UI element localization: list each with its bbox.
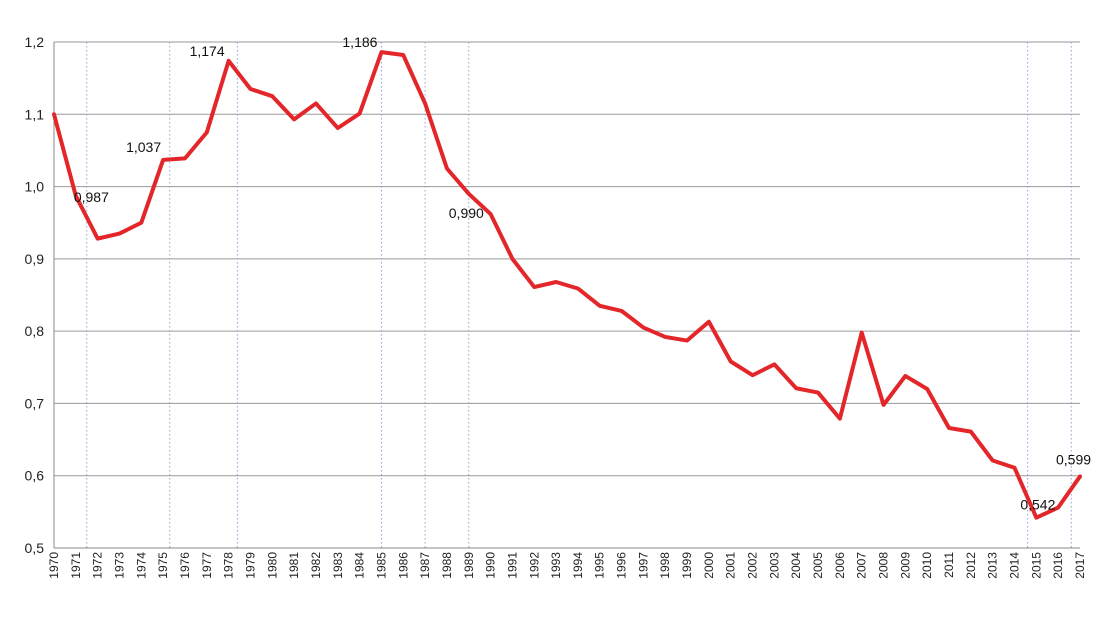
y-gridlines [54, 41, 1080, 477]
data-label: 0,990 [449, 205, 484, 221]
x-tick-label: 1985 [374, 552, 388, 579]
x-tick-label: 2016 [1051, 552, 1065, 579]
x-tick-label: 1994 [571, 552, 585, 579]
x-tick-label: 2008 [877, 552, 891, 579]
x-tick-label: 1990 [484, 552, 498, 579]
x-tick-label: 1984 [353, 552, 367, 579]
x-tick-label: 1981 [287, 552, 301, 579]
y-tick-label: 0,8 [25, 323, 45, 339]
x-tick-label: 1997 [636, 552, 650, 579]
x-tick-label: 1978 [222, 552, 236, 579]
x-tick-label: 2005 [811, 552, 825, 579]
y-axis-tick-labels: 0,5 0,6 0,7 0,8 0,9 1,0 1,1 1,2 [25, 34, 45, 556]
x-axis-tick-labels: 1970 1971 1972 1973 1974 1975 1976 1977 1978 1979… [47, 552, 1087, 579]
x-tick-label: 2009 [898, 552, 912, 579]
y-tick-label: 0,5 [25, 540, 45, 556]
x-tick-label: 1986 [396, 552, 410, 579]
x-tick-label: 1993 [549, 552, 563, 579]
x-tick-label: 1977 [200, 552, 214, 579]
y-tick-label: 1,2 [25, 34, 45, 50]
data-label: 1,186 [342, 34, 377, 50]
x-tick-label: 1988 [440, 552, 454, 579]
x-tick-label: 1974 [134, 552, 148, 579]
x-tick-label: 2006 [833, 552, 847, 579]
x-tick-label: 1999 [680, 552, 694, 579]
x-tick-label: 1973 [112, 552, 126, 579]
data-label: 0,599 [1056, 451, 1091, 467]
data-label: 0,987 [74, 189, 109, 205]
x-tick-label: 1975 [156, 552, 170, 579]
x-tick-label: 2010 [920, 552, 934, 579]
y-tick-label: 0,6 [25, 468, 45, 484]
data-labels: 0,987 1,037 1,174 1,186 0,990 0,542 0,599 [74, 34, 1091, 513]
x-tick-label: 2017 [1073, 552, 1087, 579]
x-tick-label: 1979 [243, 552, 257, 579]
x-tick-label: 1983 [331, 552, 345, 579]
y-tick-label: 1,1 [25, 106, 45, 122]
x-tick-label: 2001 [724, 552, 738, 579]
series-group [52, 50, 1082, 520]
x-tick-label: 1998 [658, 552, 672, 579]
x-tick-label: 2004 [789, 552, 803, 579]
x-tick-label: 1980 [265, 552, 279, 579]
data-label: 1,037 [126, 139, 161, 155]
x-tick-label: 2015 [1029, 552, 1043, 579]
data-label: 1,174 [190, 43, 225, 59]
x-tick-label: 1989 [462, 552, 476, 579]
y-tick-label: 0,7 [25, 395, 45, 411]
x-tick-label: 1982 [309, 552, 323, 579]
x-tick-label: 1971 [69, 552, 83, 579]
x-tick-label: 2007 [855, 552, 869, 579]
x-tick-label: 1976 [178, 552, 192, 579]
x-tick-label: 1991 [505, 552, 519, 579]
x-tick-label: 2002 [746, 552, 760, 579]
x-tick-label: 2011 [942, 552, 956, 578]
reference-lines [86, 42, 1072, 548]
series-line [52, 50, 1082, 520]
x-tick-label: 2013 [986, 552, 1000, 579]
x-tick-label: 1970 [47, 552, 61, 579]
x-tick-label: 2003 [767, 552, 781, 579]
x-tick-label: 2000 [702, 552, 716, 579]
data-label: 0,542 [1020, 497, 1055, 513]
x-tick-label: 2012 [964, 552, 978, 579]
x-tick-label: 1987 [418, 552, 432, 579]
x-tick-label: 1972 [91, 552, 105, 579]
x-tick-label: 1995 [593, 552, 607, 579]
y-tick-label: 1,0 [25, 179, 45, 195]
y-tick-label: 0,9 [25, 251, 45, 267]
x-tick-label: 2014 [1008, 552, 1022, 579]
x-tick-label: 1996 [615, 552, 629, 579]
x-tick-label: 1992 [527, 552, 541, 579]
